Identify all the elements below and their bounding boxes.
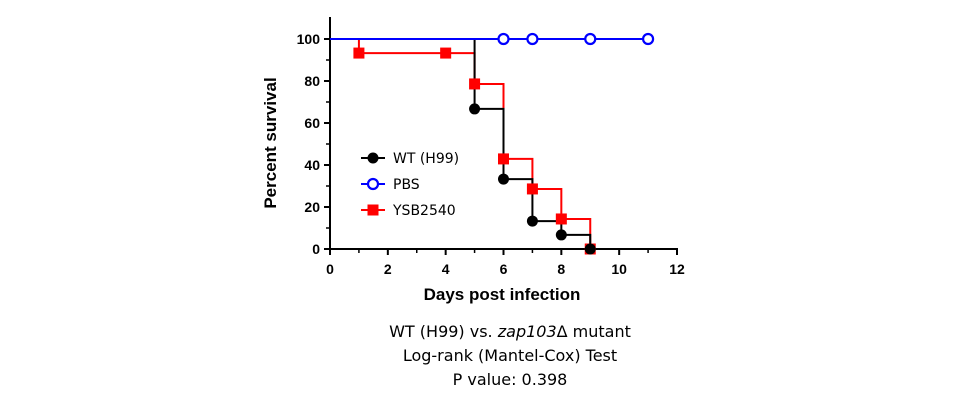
y-tick-label: 60 <box>304 115 320 131</box>
caption-comparison-prefix: WT (H99) vs. <box>389 322 498 341</box>
data-point-pbs <box>584 32 597 46</box>
data-point-pbs <box>526 32 539 46</box>
x-tick-label: 6 <box>500 261 508 277</box>
x-tick-label: 12 <box>669 261 685 277</box>
data-point-wt-h99 <box>584 243 596 255</box>
caption-p-value: P value: 0.398 <box>452 370 568 389</box>
data-point-wt-h99 <box>498 173 509 185</box>
x-tick-label: 0 <box>326 261 334 277</box>
data-point-pbs <box>497 32 510 46</box>
x-axis-title: Days post infection <box>424 285 581 304</box>
y-tick-label: 20 <box>304 199 320 215</box>
survival-chart: 0 2 4 6 8 10 12 0 20 40 60 80 100 WT (H99) PBS YSB2540… <box>261 17 685 304</box>
data-point-ysb2540 <box>555 213 567 225</box>
data-point-pbs <box>641 32 655 46</box>
x-tick-label: 10 <box>611 261 627 277</box>
y-tick-label: 40 <box>304 157 320 173</box>
legend: WT (H99) PBS YSB2540 <box>361 151 459 219</box>
caption-comparison-suffix: Δ mutant <box>556 322 631 341</box>
x-tick-label: 8 <box>557 261 565 277</box>
caption-comparison: WT (H99) vs. zap103Δ mutant <box>0 322 960 341</box>
series-line-wt-h99 <box>330 38 592 249</box>
legend-label-wt-h99: WT (H99) <box>393 151 459 167</box>
data-point-wt-h99 <box>469 103 481 115</box>
caption-test-name: Log-rank (Mantel-Cox) Test <box>402 346 618 365</box>
legend-label-pbs: PBS <box>393 177 420 193</box>
x-tick-label: 4 <box>442 261 450 277</box>
legend-marker-wt-h99 <box>367 152 379 164</box>
data-point-ysb2540 <box>498 153 509 165</box>
data-point-ysb2540 <box>526 183 538 195</box>
legend-marker-pbs <box>366 177 380 191</box>
data-point-ysb2540 <box>440 47 452 59</box>
data-point-wt-h99 <box>526 215 538 227</box>
data-point-ysb2540 <box>353 47 365 59</box>
data-point-wt-h99 <box>555 229 567 241</box>
y-axis-title: Percent survival <box>261 77 280 208</box>
caption-gene-name: zap103 <box>497 322 557 341</box>
legend-label-ysb2540: YSB2540 <box>392 203 456 219</box>
series-layer <box>330 32 655 255</box>
data-point-ysb2540 <box>469 78 481 90</box>
y-tick-label: 100 <box>297 31 321 47</box>
y-tick-label: 80 <box>304 73 320 89</box>
y-tick-label: 0 <box>312 241 320 257</box>
x-tick-label: 2 <box>384 261 392 277</box>
series-line-ysb2540 <box>330 38 592 249</box>
legend-marker-ysb2540 <box>367 204 379 216</box>
